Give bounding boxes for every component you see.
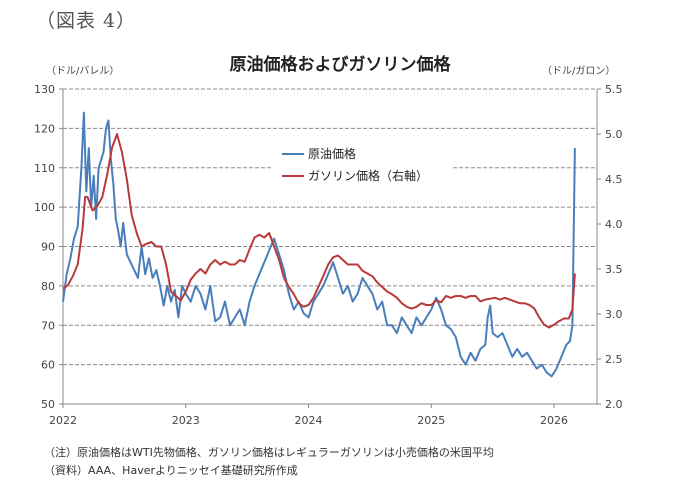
left-axis-tick-label: 130	[34, 83, 55, 96]
x-axis-tick-label: 2023	[172, 414, 200, 427]
left-axis-tick-label: 100	[34, 201, 55, 214]
chart-note: （注）原油価格はWTI先物価格、ガソリン価格はレギュラーガソリンは小売価格の米国…	[44, 446, 494, 459]
left-axis-tick-label: 120	[34, 122, 55, 135]
figure-label: （図表 4）	[36, 10, 137, 32]
x-axis-tick-label: 2024	[295, 414, 323, 427]
x-axis-tick-label: 2022	[49, 414, 77, 427]
gasoline-price-line	[62, 133, 576, 329]
right-axis-tick-label: 3.0	[605, 308, 623, 321]
chart-source: （資料）AAA、Haverよりニッセイ基礎研究所作成	[44, 464, 298, 477]
legend-label-crude-oil: 原油価格	[308, 146, 356, 161]
axes: 50 60 70 80 90 100 110 120 130 2.0 2.5 3.0 3.5 4.0 4.5…	[34, 83, 623, 427]
right-axis-tick-label: 2.0	[605, 398, 623, 411]
right-axis-tick-label: 2.5	[605, 353, 623, 366]
left-axis-tick-label: 110	[34, 162, 55, 175]
left-axis-unit-label: （ドル/バレル）	[46, 66, 120, 77]
chart-title: 原油価格およびガソリン価格	[229, 55, 451, 75]
right-axis-tick-label: 4.5	[605, 173, 623, 186]
left-axis-tick-label: 90	[41, 241, 55, 254]
right-axis-tick-label: 4.0	[605, 218, 623, 231]
x-axis-tick-label: 2026	[540, 414, 568, 427]
legend-background	[272, 145, 452, 191]
series-lines	[62, 111, 576, 378]
right-axis-tick-label: 5.5	[605, 83, 623, 96]
left-axis-tick-label: 50	[41, 398, 55, 411]
right-axis-unit-label: （ドル/ガロン）	[542, 66, 616, 77]
x-axis-tick-label: 2025	[417, 414, 445, 427]
left-axis-tick-label: 60	[41, 359, 55, 372]
crude-oil-price-line	[62, 111, 576, 378]
legend-label-gasoline: ガソリン価格（右軸）	[308, 168, 428, 183]
grid-lines	[63, 88, 597, 366]
left-axis-tick-label: 80	[41, 280, 55, 293]
left-axis-tick-label: 70	[41, 319, 55, 332]
right-axis-tick-label: 5.0	[605, 128, 623, 141]
right-axis-tick-label: 3.5	[605, 263, 623, 276]
